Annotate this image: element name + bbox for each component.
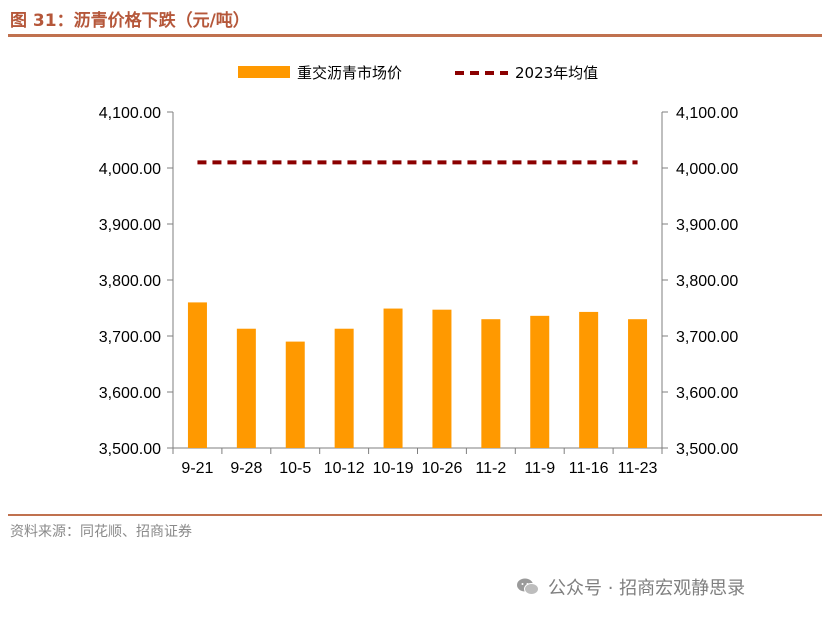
- bar-9-21: [187, 302, 207, 448]
- bar-11-23: [628, 319, 648, 448]
- x-tick-label: 10-26: [421, 460, 462, 477]
- x-tick-label: 10-12: [324, 460, 365, 477]
- bar-10-5: [285, 341, 305, 448]
- y-tick-label: 3,700.00: [99, 329, 161, 346]
- x-tick-label: 11-2: [475, 460, 506, 477]
- y-axis-right-labels: 3,500.00 3,600.00 3,700.00 3,800.00 3,900.00…: [676, 105, 738, 458]
- legend: 重交沥青市场价 2023年均值: [238, 64, 598, 82]
- source-note: 资料来源：同花顺、招商证券: [10, 524, 192, 540]
- bar-10-12: [334, 328, 354, 448]
- y2-tick-label: 3,600.00: [676, 385, 738, 402]
- y-tick-label: 3,600.00: [99, 385, 161, 402]
- y-tick-label: 4,000.00: [99, 161, 161, 178]
- y-tick-label: 3,900.00: [99, 217, 161, 234]
- x-tick-label: 10-19: [373, 460, 414, 477]
- chart: 重交沥青市场价 2023年均值 3,500.00 3,600.00 3,700.00…: [99, 64, 739, 477]
- y2-tick-label: 3,500.00: [676, 441, 738, 458]
- x-tick-label: 9-28: [230, 460, 262, 477]
- chart-title: 图 31：沥青价格下跌（元/吨）: [10, 11, 250, 31]
- top-divider: [8, 34, 822, 37]
- bars: [187, 302, 648, 448]
- bar-10-19: [383, 308, 403, 448]
- y-tick-label: 3,500.00: [99, 441, 161, 458]
- wechat-icon: [517, 578, 539, 595]
- y-axis-left-labels: 3,500.00 3,600.00 3,700.00 3,800.00 3,900.00…: [99, 105, 161, 458]
- watermark-text: 公众号 · 招商宏观静思录: [548, 578, 746, 599]
- y2-tick-label: 4,100.00: [676, 105, 738, 122]
- y2-tick-label: 4,000.00: [676, 161, 738, 178]
- bottom-divider: [8, 514, 822, 516]
- bar-11-2: [481, 319, 501, 448]
- legend-bar-label: 重交沥青市场价: [297, 64, 402, 82]
- x-tick-label: 10-5: [279, 460, 311, 477]
- watermark: 公众号 · 招商宏观静思录: [516, 574, 745, 600]
- y2-tick-label: 3,800.00: [676, 273, 738, 290]
- bar-11-9: [530, 315, 550, 448]
- x-tick-label: 11-23: [618, 460, 658, 477]
- y-tick-label: 3,800.00: [99, 273, 161, 290]
- bar-10-26: [432, 309, 452, 448]
- x-tick-label: 11-9: [524, 460, 555, 477]
- legend-bar-swatch: [238, 66, 290, 78]
- x-axis-labels: 9-21 9-28 10-5 10-12 10-19 10-26 11-2 11-9 11-16…: [181, 460, 657, 477]
- legend-line-label: 2023年均值: [515, 64, 598, 82]
- x-tick-label: 11-16: [569, 460, 609, 477]
- bar-9-28: [236, 328, 256, 448]
- x-tick-label: 9-21: [181, 460, 213, 477]
- y2-tick-label: 3,900.00: [676, 217, 738, 234]
- y-tick-label: 4,100.00: [99, 105, 161, 122]
- bar-11-16: [579, 311, 599, 448]
- y2-tick-label: 3,700.00: [676, 329, 738, 346]
